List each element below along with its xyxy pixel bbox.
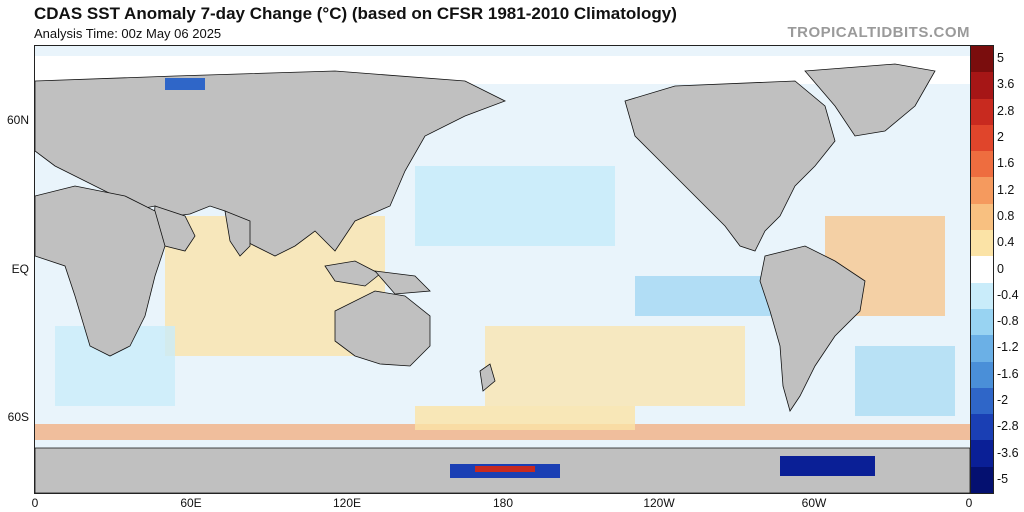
colorbar-label: 0 [997, 261, 1004, 276]
colorbar-label: 0.4 [997, 235, 1015, 250]
lat-label-eq: EQ [11, 262, 29, 276]
north-america-landmass [624, 80, 836, 252]
colorbar-label: 2 [997, 130, 1004, 145]
colorbar-label: -0.4 [997, 287, 1019, 302]
colorbar-label: -2 [997, 392, 1009, 407]
map-title: CDAS SST Anomaly 7-day Change (°C) (base… [34, 4, 677, 23]
colorbar-segment [971, 440, 993, 468]
colorbar-label: 5 [997, 51, 1004, 66]
colorbar-segment [971, 124, 993, 152]
colorbar-label: -1.6 [997, 366, 1019, 381]
colorbar-label: 1.2 [997, 182, 1015, 197]
lon-label-120e: 120E [332, 496, 362, 510]
colorbar-label: -1.2 [997, 340, 1019, 355]
lon-label-120w: 120W [643, 496, 675, 510]
lat-label-60n: 60N [6, 113, 29, 127]
colorbar-label: -5 [997, 471, 1009, 486]
lon-label-0: 0 [31, 496, 39, 510]
analysis-time: Analysis Time: 00z May 06 2025 [34, 26, 222, 41]
colorbar-segment [971, 308, 993, 336]
site-watermark: TROPICALTIDBITS.COM [787, 24, 970, 41]
colorbar-segment [971, 361, 993, 389]
india-landmass [224, 210, 251, 257]
lon-label-180: 180 [492, 496, 514, 510]
colorbar-segment [971, 230, 993, 257]
map-canvas [35, 46, 970, 493]
colorbar-label: 1.6 [997, 156, 1015, 171]
south-america-landmass [759, 245, 866, 412]
colorbar-segment [971, 46, 993, 73]
colorbar-label: 0.8 [997, 208, 1015, 223]
colorbar-segment [971, 203, 993, 231]
colorbar-segment [971, 256, 993, 284]
lat-label-60s: 60S [7, 410, 29, 424]
colorbar-segment [971, 414, 993, 441]
indonesia-landmass [324, 260, 381, 287]
colorbar-segment [971, 387, 993, 415]
polar-anomalies [165, 78, 875, 478]
colorbar-segment [971, 177, 993, 205]
colorbar [970, 45, 994, 494]
australia-landmass [334, 290, 431, 367]
colorbar-segment [971, 282, 993, 310]
new-guinea-landmass [374, 270, 431, 295]
colorbar-label: 3.6 [997, 77, 1015, 92]
colorbar-segment [971, 466, 993, 494]
colorbar-segment [971, 98, 993, 126]
sst-anomaly-map [34, 45, 971, 494]
colorbar-label: 2.8 [997, 103, 1015, 118]
lon-label-0-east: 0 [965, 496, 973, 510]
lon-label-60e: 60E [180, 496, 202, 510]
greenland-landmass [804, 63, 936, 137]
colorbar-segment [971, 335, 993, 363]
colorbar-segment [971, 72, 993, 100]
africa-landmass [35, 185, 166, 357]
colorbar-label: -0.8 [997, 314, 1019, 329]
new-zealand-landmass [479, 363, 496, 392]
colorbar-segment [971, 151, 993, 178]
colorbar-label: -3.6 [997, 445, 1019, 460]
lon-label-60w: 60W [801, 496, 827, 510]
colorbar-label: -2.8 [997, 419, 1019, 434]
